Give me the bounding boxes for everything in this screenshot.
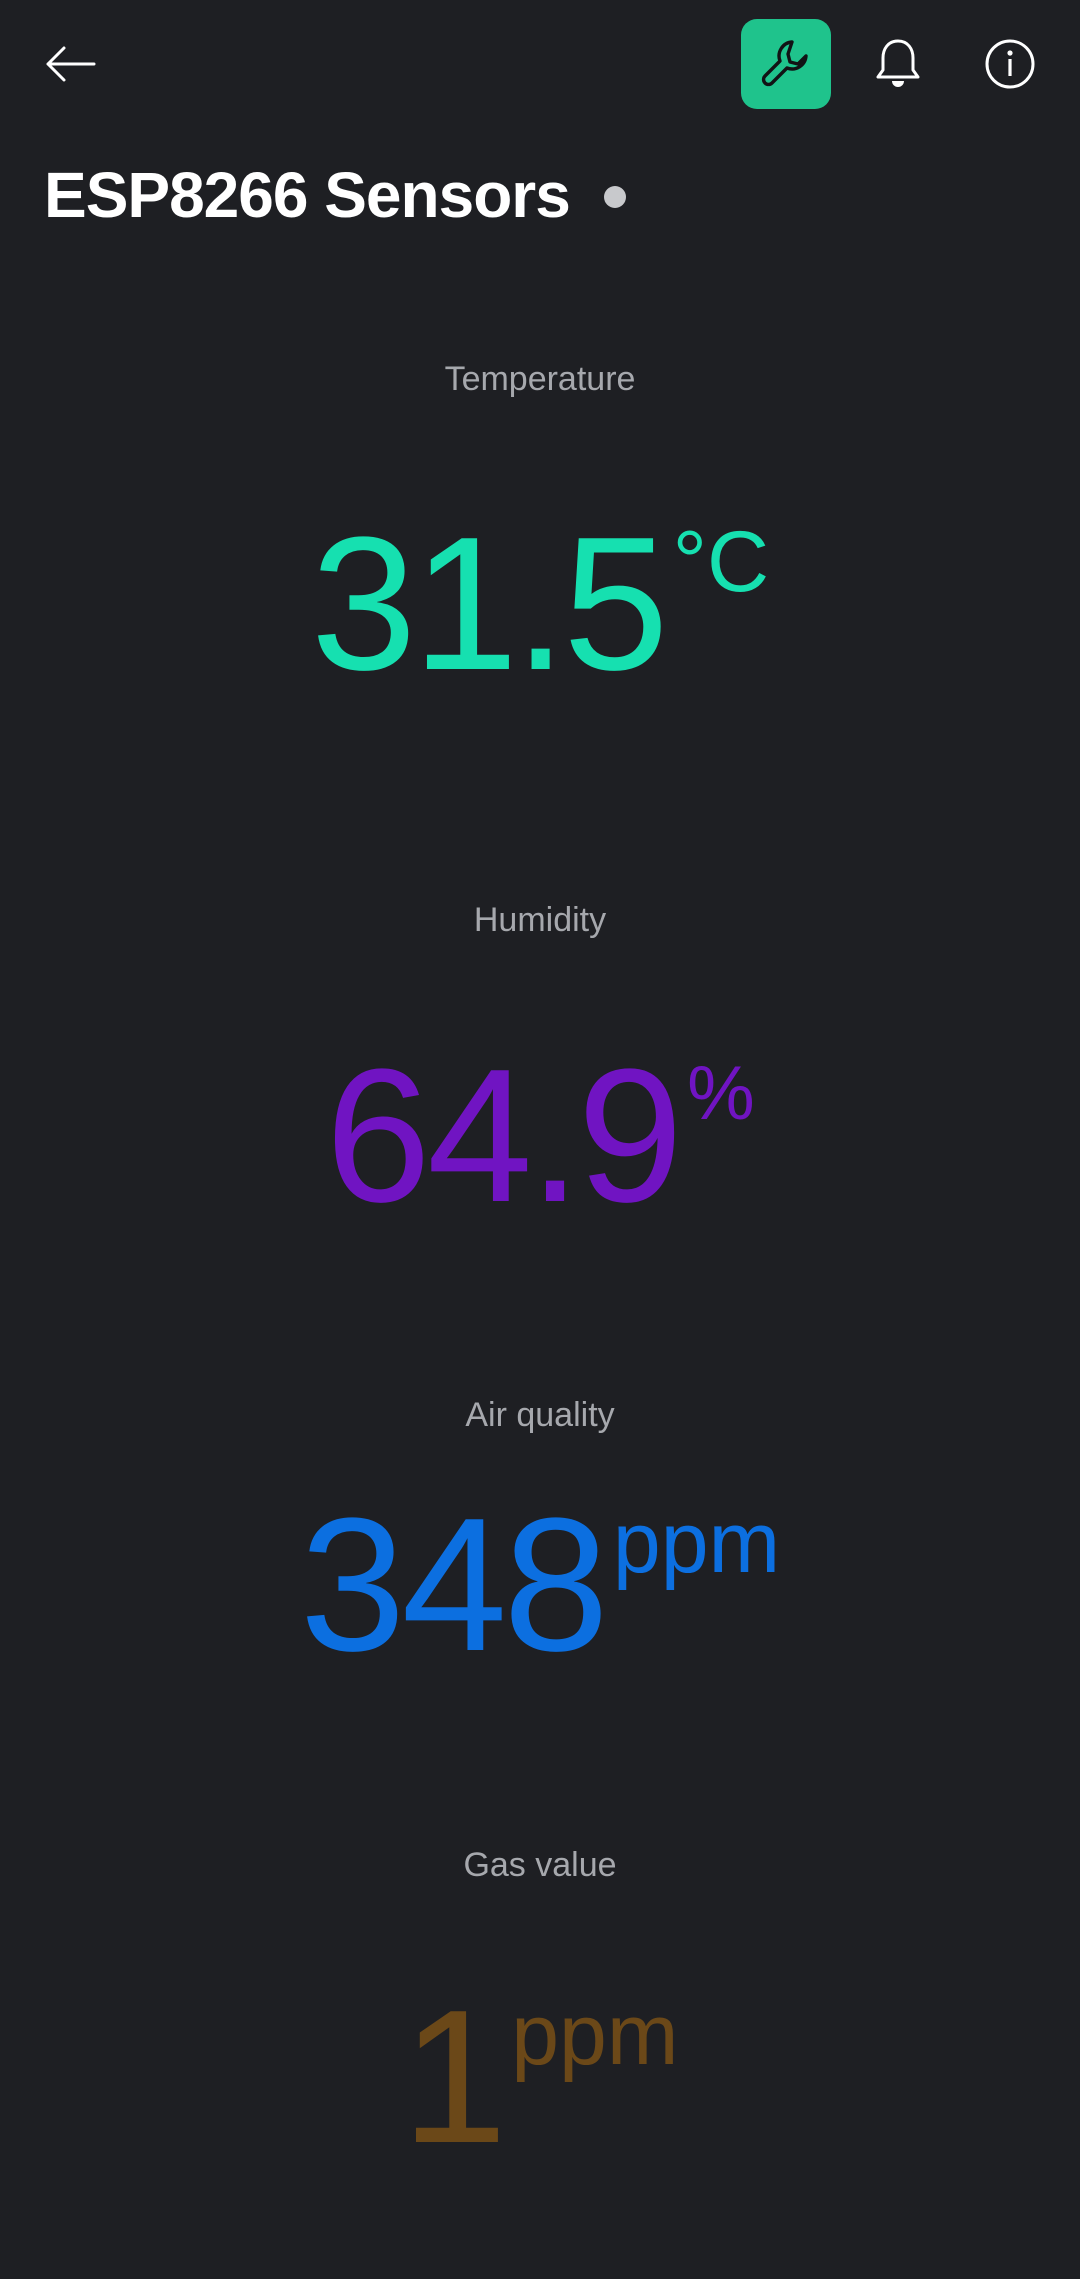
wrench-icon [761,40,808,87]
back-button[interactable] [30,24,110,104]
page-title: ESP8266 Sensors [44,159,571,231]
arrow-left-icon [46,46,96,82]
device-status-dot [603,186,626,208]
gas-value-widget[interactable]: Gas value 1 ppm [0,1840,1080,2172]
info-icon [985,39,1035,89]
title-row: ESP8266 Sensors [44,150,626,240]
gas-value: 1 [401,1971,508,2183]
air-quality-unit: ppm [612,1495,781,1591]
temperature-widget[interactable]: Temperature 31.5 °C [0,354,1080,699]
widget-label: Air quality [465,1396,615,1434]
notifications-button[interactable] [858,24,938,104]
humidity-widget[interactable]: Humidity 64.9 % [0,895,1080,1231]
air-quality-widget[interactable]: Air quality 348 ppm [0,1390,1080,1680]
info-button[interactable] [970,24,1050,104]
widget-label: Humidity [473,901,607,939]
widget-label: Gas value [463,1846,617,1884]
air-quality-value: 348 [299,1479,609,1691]
humidity-unit: % [687,1051,755,1136]
gas-unit: ppm [511,1987,679,2083]
settings-wrench-button[interactable] [741,19,831,109]
humidity-value: 64.9 [325,1030,683,1242]
bell-icon [876,39,920,87]
temperature-unit: °C [672,514,770,610]
top-bar [0,0,1080,128]
temperature-value: 31.5 [310,498,669,710]
widget-label: Temperature [444,360,636,398]
